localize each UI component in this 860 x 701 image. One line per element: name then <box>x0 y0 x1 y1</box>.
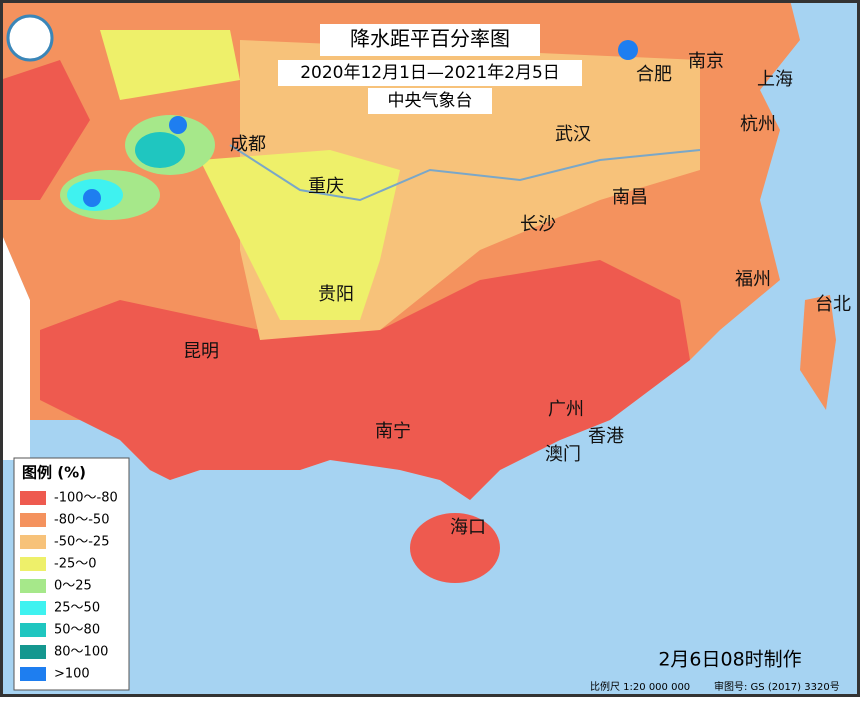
dry-south <box>40 260 690 500</box>
taiwan <box>800 295 836 410</box>
dry-west <box>0 60 90 200</box>
city-label: 南京 <box>688 51 724 72</box>
city-label: 成都 <box>230 134 266 155</box>
legend-swatch <box>20 667 46 681</box>
wet-area <box>618 40 638 60</box>
legend-swatch <box>20 491 46 505</box>
legend-label: 80～100 <box>54 645 108 660</box>
wet-area <box>169 116 187 134</box>
city-label: 合肥 <box>636 64 672 85</box>
river <box>229 144 701 202</box>
legend-label: 0～25 <box>54 579 92 594</box>
legend-label: 25～50 <box>54 601 100 616</box>
period: 2020年12月1日—2021年2月5日 <box>300 63 560 83</box>
city-label: 香港 <box>588 426 624 447</box>
city-label: 澳门 <box>545 444 581 465</box>
scale: 比例尺 1:20 000 000 <box>590 680 690 693</box>
city-label: 南昌 <box>612 187 648 208</box>
legend-title: 图例 (%) <box>22 464 86 482</box>
title: 降水距平百分率图 <box>350 27 510 51</box>
legend-swatch <box>20 557 46 571</box>
legend-label: -25～0 <box>54 557 97 572</box>
legend-swatch <box>20 623 46 637</box>
legend-label: -80～-50 <box>54 513 109 528</box>
hainan <box>410 513 500 583</box>
legend-swatch <box>20 513 46 527</box>
city-label: 上海 <box>757 69 793 90</box>
city-label: 重庆 <box>308 176 344 197</box>
legend-label: -50～-25 <box>54 535 109 550</box>
legend-label: -100～-80 <box>54 491 118 506</box>
city-label: 武汉 <box>555 124 591 145</box>
title-box <box>320 24 540 56</box>
near-normal-north <box>100 30 240 100</box>
city-label: 福州 <box>735 269 771 290</box>
city-label: 台北 <box>815 294 851 315</box>
approval: 审图号: GS (2017) 3320号 <box>714 680 840 693</box>
title-box <box>368 88 492 114</box>
foreign-land <box>0 230 30 460</box>
legend-swatch <box>20 535 46 549</box>
city-label: 杭州 <box>740 114 776 135</box>
city-label: 长沙 <box>520 214 556 235</box>
near-normal-area <box>200 150 400 320</box>
legend-swatch <box>20 579 46 593</box>
city-label: 昆明 <box>183 341 219 362</box>
legend-swatch <box>20 645 46 659</box>
wet-area <box>83 189 101 207</box>
city-label: 南宁 <box>375 421 411 442</box>
city-label: 广州 <box>548 399 584 420</box>
city-label: 海口 <box>450 517 486 538</box>
wet-area <box>135 132 185 168</box>
legend: -100～-80 -80～-50 -50～-25 -25～0 0～25 25～50 50～8… <box>20 491 118 682</box>
title-box <box>278 60 582 86</box>
logo <box>6 14 54 62</box>
legend-swatch <box>20 601 46 615</box>
legend-label: >100 <box>54 667 90 682</box>
legend-label: 50～80 <box>54 623 100 638</box>
city-label: 贵阳 <box>318 284 354 305</box>
issuer: 中央气象台 <box>388 91 473 111</box>
made-time: 2月6日08时制作 <box>658 649 801 671</box>
